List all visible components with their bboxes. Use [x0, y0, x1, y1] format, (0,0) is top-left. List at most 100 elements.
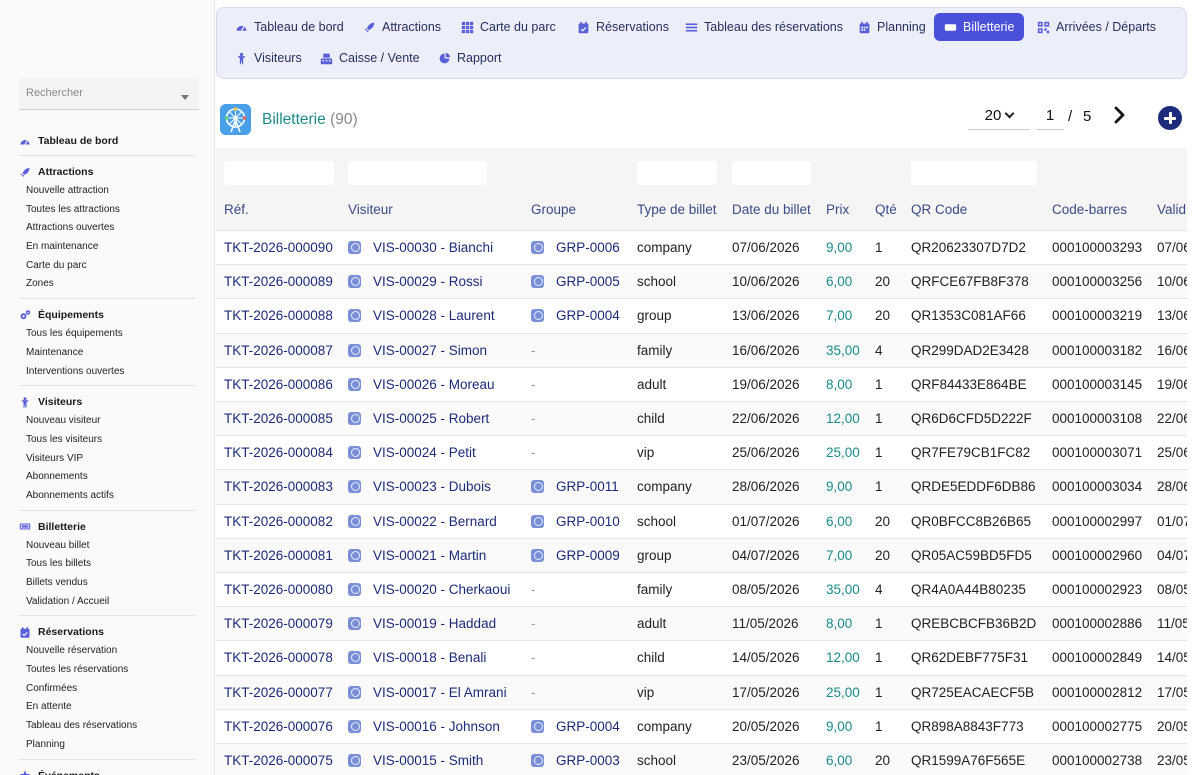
table-row[interactable]: TKT-2026-000085 VIS-00025 - Robert - child 2…: [216, 401, 1187, 436]
table-row[interactable]: TKT-2026-000083 VIS-00023 - Dubois GRP-001…: [216, 469, 1187, 504]
tab-billetterie[interactable]: Billetterie: [934, 13, 1025, 41]
table-row[interactable]: TKT-2026-000089 VIS-00029 - Rossi GRP-0005…: [216, 264, 1187, 299]
table-row[interactable]: TKT-2026-000076 VIS-00016 - Johnson GRP-00…: [216, 708, 1187, 743]
group-link[interactable]: GRP-0006: [531, 240, 620, 255]
sidebar-section-1[interactable]: Attractions: [19, 162, 195, 182]
visitor-link[interactable]: VIS-00030 - Bianchi: [348, 240, 493, 255]
column-filter-input[interactable]: [911, 161, 1037, 185]
column-header[interactable]: Date du billet: [732, 202, 811, 217]
visitor-link[interactable]: VIS-00027 - Simon: [348, 343, 487, 358]
visitor-link[interactable]: VIS-00018 - Benali: [348, 650, 486, 665]
tab-planning[interactable]: Planning: [848, 13, 936, 41]
group-link[interactable]: GRP-0009: [531, 548, 620, 563]
column-header[interactable]: Type de billet: [637, 202, 717, 217]
sidebar-item[interactable]: En attente: [26, 701, 72, 713]
visitor-link[interactable]: VIS-00021 - Martin: [348, 548, 486, 563]
column-filter-input[interactable]: [348, 161, 487, 185]
tab-tableau-de-bord[interactable]: Tableau de bord: [225, 13, 354, 41]
table-row[interactable]: TKT-2026-000081 VIS-00021 - Martin GRP-000…: [216, 537, 1187, 572]
visitor-link[interactable]: VIS-00028 - Laurent: [348, 308, 495, 323]
sidebar-section-4[interactable]: Billetterie: [19, 517, 195, 537]
ticket-ref-link[interactable]: TKT-2026-000090: [224, 240, 333, 255]
tab-caisse-vente[interactable]: Caisse / Vente: [310, 44, 430, 72]
sidebar-item[interactable]: Nouvelle attraction: [26, 185, 109, 196]
column-header[interactable]: Prix: [826, 202, 850, 217]
sidebar-item[interactable]: Tableau des réservations: [26, 720, 138, 732]
tab-attractions[interactable]: Attractions: [353, 13, 451, 41]
ticket-ref-link[interactable]: TKT-2026-000081: [224, 547, 333, 563]
table-row[interactable]: TKT-2026-000090 VIS-00030 - Bianchi GRP-00…: [216, 230, 1187, 264]
sidebar-item[interactable]: Zones: [26, 278, 54, 290]
tab-carte-du-parc[interactable]: Carte du parc: [451, 13, 566, 41]
table-row[interactable]: TKT-2026-000087 VIS-00027 - Simon - family 1…: [216, 332, 1187, 367]
visitor-link[interactable]: VIS-00015 - Smith: [348, 753, 483, 768]
sidebar-item[interactable]: Planning: [26, 738, 65, 750]
visitor-link[interactable]: VIS-00029 - Rossi: [348, 274, 483, 289]
visitor-link[interactable]: VIS-00025 - Robert: [348, 411, 489, 426]
column-header[interactable]: Réf.: [224, 202, 249, 217]
ticket-ref-link[interactable]: TKT-2026-000080: [224, 582, 333, 597]
sidebar-section-3[interactable]: Visiteurs: [19, 392, 195, 412]
table-row[interactable]: TKT-2026-000079 VIS-00019 - Haddad - adult 1…: [216, 606, 1187, 641]
sidebar-item[interactable]: Nouvelle réservation: [26, 645, 118, 657]
visitor-link[interactable]: VIS-00020 - Cherkaoui: [348, 582, 510, 597]
ticket-ref-link[interactable]: TKT-2026-000084: [224, 445, 333, 461]
sidebar-section-0[interactable]: Tableau de bord: [19, 131, 195, 151]
table-row[interactable]: TKT-2026-000088 VIS-00028 - Laurent GRP-00…: [216, 298, 1187, 332]
sidebar-item[interactable]: Tous les billets: [26, 558, 92, 570]
sidebar-item[interactable]: Nouveau visiteur: [26, 415, 101, 427]
group-link[interactable]: GRP-0011: [531, 479, 619, 494]
ticket-ref-link[interactable]: TKT-2026-000089: [224, 274, 333, 290]
tab-visiteurs[interactable]: Visiteurs: [225, 44, 312, 72]
table-row[interactable]: TKT-2026-000075 VIS-00015 - Smith GRP-0003…: [216, 743, 1187, 775]
ticket-ref-link[interactable]: TKT-2026-000075: [224, 753, 333, 768]
ticket-ref-link[interactable]: TKT-2026-000087: [224, 342, 333, 358]
ticket-ref-link[interactable]: TKT-2026-000077: [224, 684, 333, 700]
ticket-ref-link[interactable]: TKT-2026-000082: [224, 513, 333, 529]
sidebar-item[interactable]: Attractions ouvertes: [26, 222, 115, 234]
sidebar-item[interactable]: Toutes les attractions: [26, 203, 120, 215]
tab-r-servations[interactable]: Réservations: [567, 13, 679, 41]
visitor-link[interactable]: VIS-00023 - Dubois: [348, 479, 491, 494]
table-row[interactable]: TKT-2026-000082 VIS-00022 - Bernard GRP-00…: [216, 503, 1187, 538]
sidebar-item[interactable]: Abonnements actifs: [26, 489, 114, 501]
table-row[interactable]: TKT-2026-000086 VIS-00026 - Moreau - adult 1…: [216, 366, 1187, 401]
sidebar-section-6[interactable]: Événements: [19, 766, 195, 775]
sidebar-item[interactable]: En maintenance: [26, 241, 99, 253]
visitor-link[interactable]: VIS-00026 - Moreau: [348, 377, 495, 392]
group-link[interactable]: GRP-0004: [531, 719, 620, 734]
column-header[interactable]: Groupe: [531, 202, 577, 217]
group-link[interactable]: GRP-0005: [531, 274, 620, 289]
sidebar-item[interactable]: Maintenance: [26, 346, 84, 358]
ticket-ref-link[interactable]: TKT-2026-000086: [224, 376, 333, 392]
group-link[interactable]: GRP-0010: [531, 514, 620, 529]
tab-tableau-des-r-servations[interactable]: Tableau des réservations: [675, 13, 853, 41]
sidebar-item[interactable]: Validation / Accueil: [26, 595, 110, 607]
column-header[interactable]: Valid: [1157, 202, 1187, 217]
per-page-select[interactable]: 20: [968, 102, 1030, 130]
sidebar-section-2[interactable]: Équipements: [19, 305, 195, 325]
tab-arriv-es-d-parts[interactable]: Arrivées / Départs: [1027, 13, 1166, 41]
page-number-input[interactable]: 1: [1036, 102, 1064, 130]
column-filter-input[interactable]: [732, 161, 811, 185]
next-page-button[interactable]: [1110, 104, 1130, 126]
sidebar-item[interactable]: Billets vendus: [26, 577, 88, 588]
column-header[interactable]: QR Code: [911, 202, 968, 217]
column-header[interactable]: Code-barres: [1052, 202, 1128, 217]
tab-rapport[interactable]: Rapport: [428, 44, 511, 72]
sidebar-item[interactable]: Confirmées: [26, 682, 78, 694]
sidebar-item[interactable]: Visiteurs VIP: [26, 452, 84, 464]
ticket-ref-link[interactable]: TKT-2026-000083: [224, 479, 333, 495]
sidebar-item[interactable]: Abonnements: [26, 471, 88, 483]
search-input[interactable]: [19, 78, 179, 108]
table-row[interactable]: TKT-2026-000078 VIS-00018 - Benali - child 1…: [216, 640, 1187, 674]
sidebar-item[interactable]: Nouveau billet: [26, 539, 90, 551]
sidebar-section-5[interactable]: Réservations: [19, 622, 195, 642]
visitor-link[interactable]: VIS-00016 - Johnson: [348, 719, 500, 734]
sidebar-item[interactable]: Tous les visiteurs: [26, 433, 103, 445]
visitor-link[interactable]: VIS-00022 - Bernard: [348, 514, 497, 529]
group-link[interactable]: GRP-0004: [531, 308, 620, 323]
sidebar-search[interactable]: [19, 78, 199, 110]
ticket-ref-link[interactable]: TKT-2026-000085: [224, 411, 333, 426]
group-link[interactable]: GRP-0003: [531, 753, 620, 768]
